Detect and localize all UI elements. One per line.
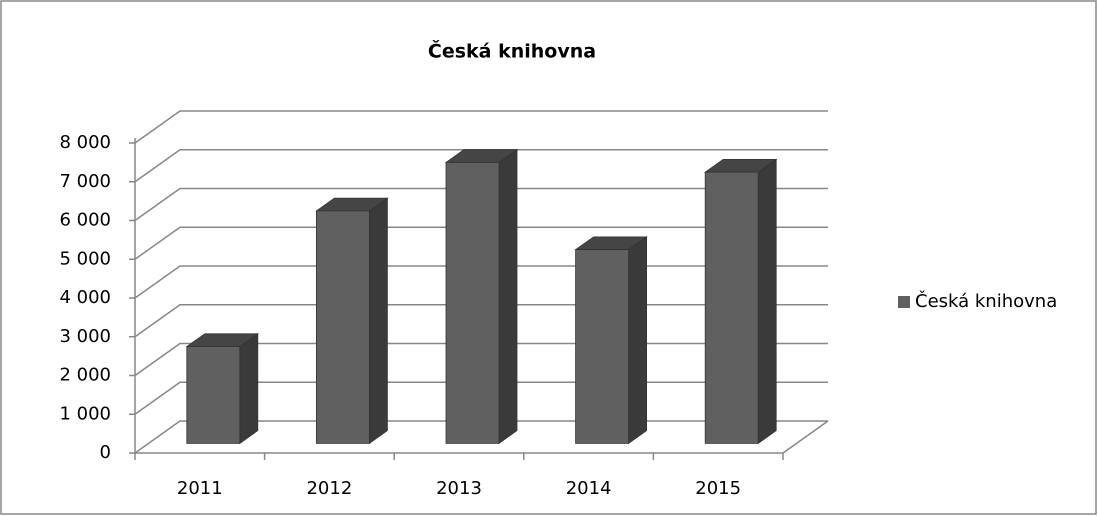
bar-side — [628, 236, 647, 445]
x-tick-label: 2011 — [177, 478, 223, 499]
grid-line — [134, 226, 828, 260]
x-tick-label: 2012 — [306, 478, 352, 499]
legend-label: Česká knihovna — [915, 290, 1057, 312]
bar-side — [757, 158, 777, 445]
y-tick-label: 0 — [100, 442, 111, 463]
bar-side — [498, 148, 518, 445]
chart-title: Česká knihovna — [428, 39, 596, 63]
y-tick-label: 5 000 — [59, 248, 111, 269]
bar — [315, 210, 370, 444]
x-tick-label: 2014 — [566, 478, 612, 499]
grid-line — [134, 187, 828, 222]
bar — [704, 171, 759, 444]
bar — [186, 346, 241, 444]
bar — [575, 249, 629, 444]
x-tick-label: 2013 — [436, 478, 482, 499]
y-tick-label: 2 000 — [59, 365, 111, 386]
y-tick-label: 7 000 — [59, 171, 111, 192]
grid-line — [134, 149, 828, 183]
bar-side — [368, 197, 388, 445]
bar-side — [239, 332, 259, 445]
y-tick-label: 8 000 — [59, 132, 111, 153]
y-tick-label: 6 000 — [59, 210, 111, 231]
grid-line — [134, 110, 828, 144]
legend-swatch — [898, 296, 910, 308]
y-tick-label: 3 000 — [59, 326, 111, 347]
x-tick-label: 2015 — [695, 478, 741, 499]
bar — [445, 162, 500, 444]
floor-edge — [782, 420, 829, 454]
y-tick-label: 4 000 — [59, 287, 111, 308]
y-tick-label: 1 000 — [59, 403, 111, 424]
